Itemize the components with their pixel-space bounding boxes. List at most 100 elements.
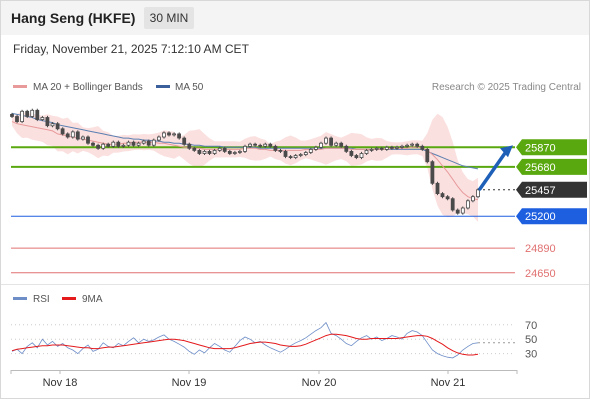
rsi-gridlines — [11, 324, 515, 355]
x-tick: Nov 19 — [172, 370, 207, 389]
candle — [308, 147, 313, 154]
candle — [202, 149, 207, 155]
x-tick-label: Nov 19 — [172, 377, 207, 389]
interval-badge[interactable] — [144, 7, 194, 29]
candle — [75, 130, 80, 141]
candle — [248, 142, 252, 148]
candle — [460, 206, 465, 215]
candle — [440, 192, 445, 199]
x-tick-label: Nov 18 — [43, 377, 78, 389]
candle — [410, 142, 415, 147]
level-value-text: 25457 — [525, 185, 556, 197]
candle — [222, 146, 227, 153]
candle — [349, 149, 354, 158]
candle — [364, 148, 369, 155]
candle — [217, 146, 222, 152]
candle — [425, 147, 430, 164]
candle — [177, 132, 182, 140]
candle — [273, 144, 278, 152]
candle — [197, 148, 202, 155]
x-tick: Nov 21 — [431, 370, 465, 389]
candle — [379, 146, 384, 151]
candle — [207, 149, 212, 155]
candle — [192, 146, 197, 152]
candle — [465, 199, 470, 210]
candle — [283, 149, 288, 159]
candle — [394, 145, 399, 150]
rsi-legend-swatch — [13, 297, 27, 300]
candle — [40, 115, 45, 122]
level-value-text: 25200 — [525, 211, 556, 223]
rsi-tick-label: 70 — [525, 320, 537, 332]
candle — [430, 160, 435, 185]
rsi-tick-label: 50 — [525, 334, 537, 346]
ma50-legend-swatch — [156, 85, 170, 88]
level-value-text: 24890 — [525, 243, 556, 255]
candle — [298, 153, 303, 158]
x-tick: Nov 18 — [43, 370, 78, 389]
candle — [359, 151, 364, 160]
candle — [151, 138, 156, 147]
x-tick-label: Nov 20 — [302, 377, 337, 389]
candle — [15, 114, 19, 124]
candle — [415, 142, 420, 148]
candle — [435, 181, 440, 196]
level-label-25200: 25200 — [516, 208, 587, 225]
candle — [60, 127, 65, 136]
rsi-ma-legend-label: 9MA — [82, 294, 103, 305]
candle — [161, 131, 166, 139]
candle — [400, 144, 404, 149]
candle — [227, 149, 232, 155]
candle — [374, 146, 379, 151]
candle — [106, 142, 111, 148]
candle — [455, 208, 460, 215]
candle — [263, 142, 268, 148]
candle — [121, 143, 126, 148]
candle — [303, 150, 308, 157]
interval-label: 30 MIN — [150, 11, 189, 25]
bollinger-band-area — [12, 111, 478, 222]
candle — [344, 144, 349, 153]
level-labels: 25870 25680 25457 25200 24890 24650 — [516, 139, 587, 280]
candle — [141, 139, 146, 145]
ma20-legend-label: MA 20 + Bollinger Bands — [33, 82, 143, 93]
candle — [420, 144, 425, 151]
datetime-label: Friday, November 21, 2025 7:12:10 AM CET — [13, 42, 250, 56]
ma20-legend-swatch — [13, 85, 27, 88]
candle — [232, 150, 237, 155]
candle — [55, 122, 60, 131]
candle — [293, 154, 298, 160]
candle — [20, 109, 25, 124]
candle — [116, 140, 121, 148]
rsi-tick-labels: 70 50 30 — [525, 320, 537, 361]
level-label-25870: 25870 — [516, 139, 587, 156]
level-value-text: 24650 — [525, 268, 556, 280]
candle — [70, 130, 75, 139]
candle — [324, 136, 328, 145]
level-label-25457: 25457 — [516, 181, 587, 198]
candle — [319, 141, 323, 149]
level-label-24650: 24650 — [525, 268, 556, 280]
candle — [96, 143, 100, 150]
forecast-arrow-head — [500, 145, 513, 158]
candle — [101, 142, 106, 150]
rsi-ma-legend-swatch — [62, 297, 76, 300]
rsi-tick-label: 30 — [525, 349, 537, 361]
candle — [212, 148, 217, 155]
price-candles — [10, 108, 480, 215]
candle — [354, 154, 359, 160]
rsi-lines — [11, 321, 515, 359]
candle — [339, 141, 344, 148]
candle — [182, 136, 187, 146]
copyright-label: Research © 2025 Trading Central — [432, 82, 581, 93]
instrument-title: Hang Seng (HKFE) — [11, 10, 135, 26]
candle — [445, 195, 450, 201]
candle — [65, 132, 70, 139]
candle — [91, 141, 95, 147]
candle — [405, 143, 410, 148]
candle — [243, 144, 247, 153]
ma50-legend-label: MA 50 — [175, 82, 204, 93]
forecast-annotation — [478, 145, 515, 191]
